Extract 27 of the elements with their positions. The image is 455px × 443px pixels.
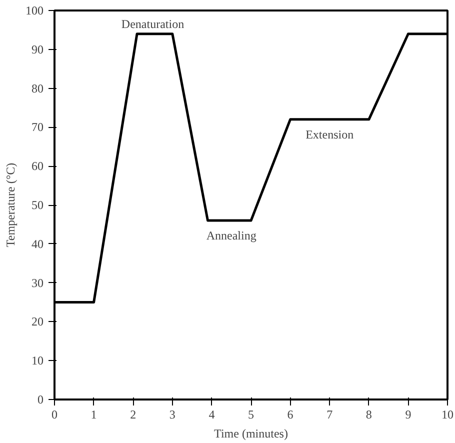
x-tick-label: 1 bbox=[90, 408, 97, 422]
y-tick-label: 60 bbox=[32, 159, 44, 174]
x-tick-label: 5 bbox=[248, 408, 254, 422]
y-tick-label: 40 bbox=[32, 236, 44, 251]
y-tick-label: 100 bbox=[26, 4, 44, 18]
y-tick-label: 50 bbox=[32, 198, 44, 212]
y-tick-label: 90 bbox=[32, 42, 44, 56]
x-tick-label: 0 bbox=[52, 408, 58, 422]
x-tick-label: 9 bbox=[405, 408, 412, 422]
annotation: Annealing bbox=[206, 228, 256, 243]
x-tick-label: 7 bbox=[326, 408, 333, 422]
y-tick-label: 10 bbox=[32, 354, 44, 368]
x-tick-label: 2 bbox=[130, 408, 136, 422]
x-tick-label: 4 bbox=[208, 408, 215, 422]
y-tick-label: 80 bbox=[32, 81, 44, 96]
annotation: Extension bbox=[306, 127, 354, 142]
y-tick-label: 70 bbox=[32, 120, 44, 134]
annotation: Denaturation bbox=[121, 16, 184, 31]
x-tick-label: 8 bbox=[366, 408, 372, 422]
y-axis-title: Temperature (°C) bbox=[4, 162, 18, 248]
y-tick-label: 20 bbox=[32, 314, 44, 329]
y-tick-label: 0 bbox=[38, 392, 44, 406]
y-tick-label: 30 bbox=[32, 276, 44, 290]
x-axis-title: Time (minutes) bbox=[214, 426, 288, 440]
x-tick-label: 3 bbox=[169, 408, 176, 422]
x-tick-label: 6 bbox=[287, 408, 294, 422]
x-tick-label: 10 bbox=[442, 408, 454, 422]
